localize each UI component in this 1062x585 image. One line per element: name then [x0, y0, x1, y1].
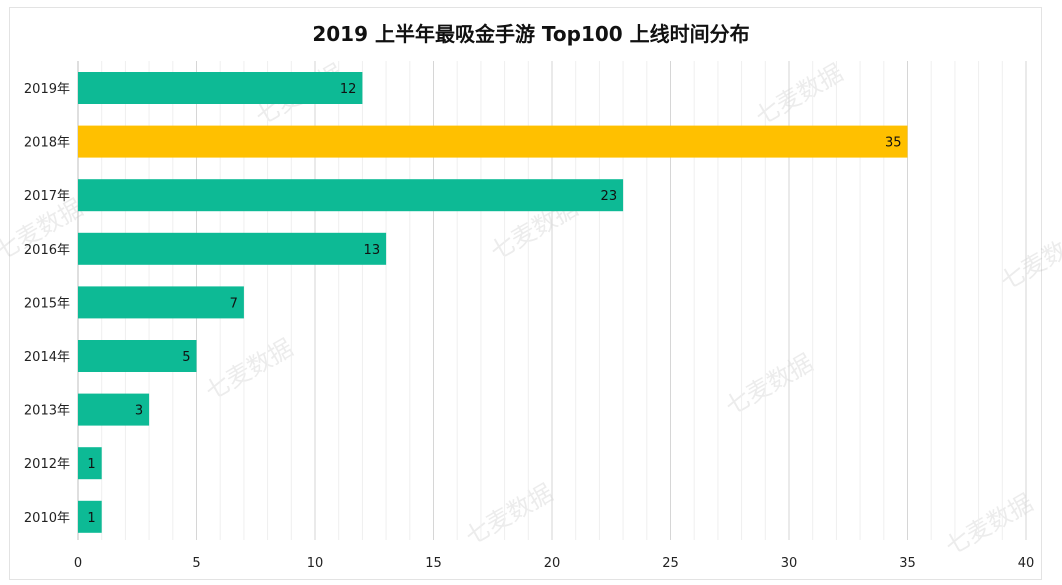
bar-data-label: 1 [87, 511, 95, 526]
bar [78, 447, 102, 480]
x-tick-label: 0 [74, 556, 82, 571]
bar [78, 500, 102, 533]
bar-data-label: 12 [340, 82, 357, 97]
bar-data-label: 23 [601, 189, 618, 204]
y-category-label: 2012年 [24, 457, 70, 472]
bar-data-label: 3 [135, 404, 143, 419]
bar-data-label: 7 [230, 296, 238, 311]
bar-data-label: 35 [885, 136, 902, 151]
y-category-label: 2010年 [24, 511, 70, 526]
y-category-label: 2015年 [24, 296, 70, 311]
bar [78, 125, 908, 158]
y-category-label: 2014年 [24, 350, 70, 365]
x-tick-label: 10 [307, 556, 324, 571]
bar-data-label: 5 [182, 350, 190, 365]
bar [78, 72, 363, 104]
chart-title: 2019 上半年最吸金手游 Top100 上线时间分布 [312, 22, 750, 46]
x-tick-label: 15 [425, 556, 442, 571]
bar-data-label: 1 [87, 457, 95, 472]
bar [78, 340, 197, 372]
bar [78, 232, 387, 265]
y-category-label: 2018年 [24, 136, 70, 151]
bar [78, 179, 624, 212]
y-category-label: 2017年 [24, 189, 70, 204]
y-category-label: 2016年 [24, 243, 70, 258]
x-tick-label: 40 [1018, 556, 1035, 571]
x-tick-label: 30 [781, 556, 798, 571]
x-tick-label: 35 [899, 556, 916, 571]
bar [78, 393, 150, 426]
bar-data-label: 13 [364, 243, 381, 258]
bar [78, 286, 244, 319]
x-tick-label: 20 [544, 556, 561, 571]
x-tick-label: 5 [192, 556, 200, 571]
y-category-label: 2013年 [24, 404, 70, 419]
y-category-label: 2019年 [24, 82, 70, 97]
x-tick-label: 25 [662, 556, 679, 571]
